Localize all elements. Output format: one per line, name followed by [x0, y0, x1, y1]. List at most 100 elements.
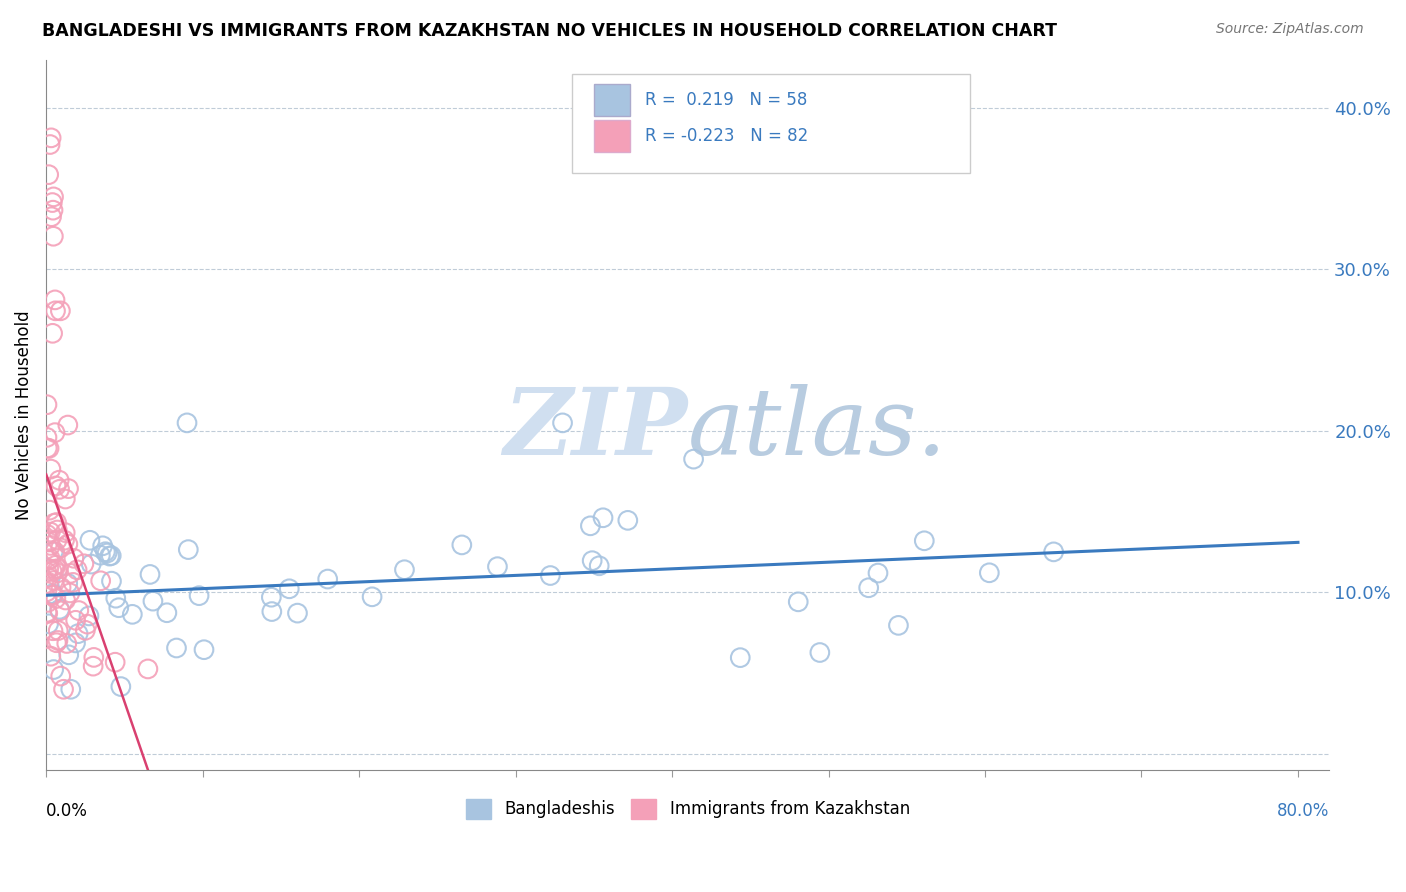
- Point: [59, 682, 82, 697]
- Point: [551, 416, 574, 430]
- Point: [104, 591, 127, 606]
- Point: [39, 649, 62, 664]
- Point: [73, 557, 96, 571]
- Point: [37, 607, 59, 621]
- Point: [46, 566, 69, 580]
- Point: [46, 533, 69, 547]
- Point: [91, 539, 114, 553]
- Point: [65, 636, 87, 650]
- Point: [65, 613, 87, 627]
- Point: [58, 482, 80, 496]
- Point: [79, 533, 101, 548]
- Point: [39, 524, 62, 539]
- Point: [41, 587, 63, 601]
- Point: [100, 549, 122, 563]
- Point: [94, 545, 117, 559]
- Point: [361, 590, 384, 604]
- Point: [45, 479, 67, 493]
- Point: [188, 589, 211, 603]
- Point: [39, 551, 62, 566]
- Point: [82, 659, 104, 673]
- FancyBboxPatch shape: [595, 120, 630, 152]
- Point: [48, 483, 70, 497]
- Point: [62, 575, 84, 590]
- Point: [80, 557, 103, 571]
- Point: [38, 503, 60, 517]
- Point: [45, 516, 67, 530]
- Point: [44, 303, 66, 318]
- Point: [37, 570, 59, 584]
- FancyBboxPatch shape: [595, 85, 630, 117]
- Point: [56, 576, 79, 591]
- Point: [59, 566, 82, 581]
- Point: [56, 537, 79, 551]
- Point: [176, 416, 198, 430]
- Point: [41, 564, 63, 578]
- Point: [67, 603, 90, 617]
- Point: [42, 588, 65, 602]
- Point: [260, 605, 283, 619]
- Point: [77, 608, 100, 623]
- Point: [44, 293, 66, 307]
- Point: [89, 548, 111, 562]
- Point: [76, 617, 98, 632]
- Point: [682, 452, 704, 467]
- Point: [592, 510, 614, 524]
- Point: [136, 662, 159, 676]
- Point: [46, 523, 69, 537]
- Point: [104, 655, 127, 669]
- Point: [866, 566, 889, 580]
- Point: [75, 624, 97, 638]
- Point: [887, 618, 910, 632]
- Point: [44, 558, 66, 573]
- Point: [44, 562, 66, 576]
- Point: [42, 229, 65, 244]
- Point: [42, 190, 65, 204]
- Point: [49, 541, 72, 555]
- Point: [808, 646, 831, 660]
- Point: [56, 418, 79, 433]
- Point: [38, 553, 60, 567]
- Point: [35, 565, 58, 579]
- Y-axis label: No Vehicles in Household: No Vehicles in Household: [15, 310, 32, 520]
- Point: [316, 572, 339, 586]
- Point: [41, 326, 63, 341]
- Point: [42, 624, 65, 638]
- Point: [617, 513, 640, 527]
- Point: [35, 398, 58, 412]
- Point: [53, 533, 76, 548]
- Point: [49, 604, 72, 618]
- Point: [96, 546, 118, 560]
- Point: [44, 425, 66, 440]
- Text: R =  0.219   N = 58: R = 0.219 N = 58: [645, 91, 808, 109]
- Point: [55, 636, 77, 650]
- Point: [39, 462, 62, 476]
- Point: [579, 518, 602, 533]
- Point: [1042, 545, 1064, 559]
- Point: [42, 203, 65, 218]
- Point: [538, 568, 561, 582]
- Point: [110, 680, 132, 694]
- Point: [48, 602, 70, 616]
- Point: [37, 441, 59, 455]
- Point: [142, 594, 165, 608]
- Point: [394, 563, 416, 577]
- Point: [45, 636, 67, 650]
- Point: [486, 559, 509, 574]
- Point: [53, 491, 76, 506]
- Point: [42, 544, 65, 558]
- Point: [37, 576, 59, 591]
- Point: [46, 562, 69, 576]
- Point: [98, 549, 121, 563]
- FancyBboxPatch shape: [572, 74, 970, 173]
- Point: [858, 581, 880, 595]
- Point: [58, 648, 80, 662]
- Point: [42, 663, 65, 677]
- Text: R = -0.223   N = 82: R = -0.223 N = 82: [645, 127, 808, 145]
- Point: [44, 516, 66, 530]
- Point: [100, 574, 122, 589]
- Point: [588, 558, 610, 573]
- Point: [67, 626, 90, 640]
- Point: [35, 430, 58, 444]
- Text: BANGLADESHI VS IMMIGRANTS FROM KAZAKHSTAN NO VEHICLES IN HOUSEHOLD CORRELATION C: BANGLADESHI VS IMMIGRANTS FROM KAZAKHSTA…: [42, 22, 1057, 40]
